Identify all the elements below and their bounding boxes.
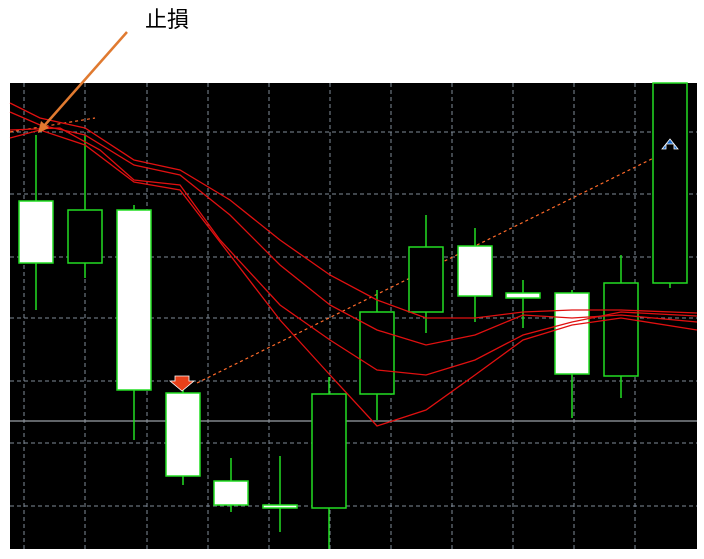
candle-body: [262, 504, 298, 509]
candle-body: [311, 393, 347, 509]
buy-arrow: [661, 138, 679, 150]
sell-arrow: [168, 375, 196, 392]
moving-average: [9, 102, 698, 319]
candle-body: [18, 200, 54, 264]
moving-average: [9, 129, 698, 427]
candle-body: [408, 246, 444, 313]
annotation-arrow: [43, 31, 128, 127]
candles: [18, 82, 688, 549]
candle-body: [603, 282, 639, 377]
moving-average: [9, 111, 698, 346]
candle-body: [213, 480, 249, 506]
annotation-label: 止損: [145, 8, 189, 33]
moving-average: [9, 127, 698, 376]
candle-body: [505, 292, 541, 299]
candle-body: [652, 82, 688, 284]
candle-body: [359, 311, 395, 395]
candle-body: [67, 209, 103, 264]
candle-body: [116, 209, 152, 391]
candle-body: [554, 292, 590, 375]
annotation-arrowhead: [38, 121, 49, 133]
candle-body: [457, 245, 493, 297]
candle-body: [165, 392, 201, 477]
